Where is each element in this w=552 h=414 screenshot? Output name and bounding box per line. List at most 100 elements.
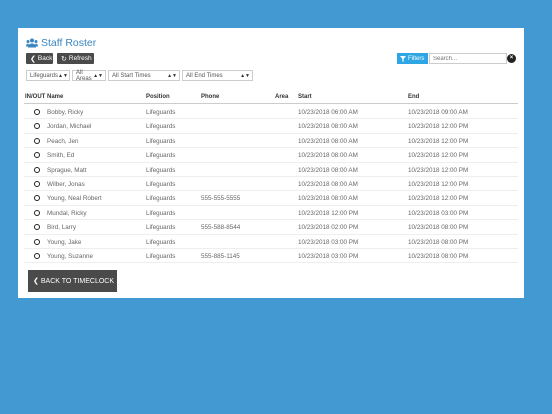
table-row[interactable]: Wilber, Jonas Lifeguards 10/23/2018 08:00 … bbox=[24, 177, 518, 192]
name-cell: Bird, Larry bbox=[47, 224, 77, 232]
area-filter-value: All Areas bbox=[76, 69, 92, 82]
chevron-left-icon: ❮ bbox=[33, 278, 39, 285]
refresh-icon: ↻ bbox=[61, 55, 67, 63]
name-cell: Young, Suzanne bbox=[47, 252, 93, 260]
position-cell: Lifeguards bbox=[146, 224, 176, 232]
position-cell: Lifeguards bbox=[146, 180, 176, 188]
phone-cell: 555-555-5555 bbox=[201, 195, 241, 203]
table-row[interactable]: Jordan, Michael Lifeguards 10/23/2018 08:0… bbox=[24, 119, 518, 134]
name-cell: Peach, Jen bbox=[47, 137, 79, 145]
position-cell: Lifeguards bbox=[146, 238, 176, 246]
column-header-end[interactable]: End bbox=[408, 94, 420, 100]
start-cell: 10/23/2018 08:00 AM bbox=[298, 166, 358, 174]
back-button[interactable]: ❮ Back bbox=[26, 53, 53, 64]
end-cell: 10/23/2018 12:00 PM bbox=[408, 195, 469, 203]
table-row[interactable]: Mundal, Ricky Lifeguards 10/23/2018 12:00 … bbox=[24, 206, 518, 221]
table-row[interactable]: Young, Neal Robert Lifeguards 555-555-5555… bbox=[24, 191, 518, 206]
position-cell: Lifeguards bbox=[146, 252, 176, 260]
end-times-filter-select[interactable]: All End Times ▲▼ bbox=[182, 70, 253, 81]
column-header-name[interactable]: Name bbox=[47, 94, 64, 100]
end-cell: 10/23/2018 12:00 PM bbox=[408, 123, 469, 131]
name-cell: Young, Neal Robert bbox=[47, 195, 102, 203]
sort-arrows-icon: ▲▼ bbox=[58, 72, 68, 79]
start-times-filter-value: All Start Times bbox=[112, 72, 151, 79]
start-cell: 10/23/2018 08:00 AM bbox=[298, 152, 358, 160]
table-row[interactable]: Sprague, Matt Lifeguards 10/23/2018 08:00 … bbox=[24, 163, 518, 177]
in-out-radio[interactable] bbox=[34, 137, 40, 144]
position-filter-value: Lifeguards bbox=[30, 72, 59, 79]
name-cell: Smith, Ed bbox=[47, 152, 75, 160]
filters-button[interactable]: Filters bbox=[397, 53, 428, 64]
column-header-in-out[interactable]: IN/OUT bbox=[25, 94, 46, 100]
page-title-text: Staff Roster bbox=[41, 37, 97, 49]
back-to-timeclock-label: BACK TO TIMECLOCK bbox=[40, 277, 115, 285]
end-cell: 10/23/2018 08:00 PM bbox=[408, 238, 469, 246]
in-out-radio[interactable] bbox=[34, 252, 40, 259]
refresh-button-label: Refresh bbox=[68, 55, 92, 62]
table-row[interactable]: Peach, Jen Lifeguards 10/23/2018 08:00 AM 1… bbox=[24, 134, 518, 149]
in-out-radio[interactable] bbox=[34, 180, 40, 187]
table-row[interactable]: Bird, Larry Lifeguards 555-588-8544 10/23/2… bbox=[24, 220, 518, 235]
filters-button-label: Filters bbox=[408, 55, 425, 62]
position-cell: Lifeguards bbox=[146, 109, 176, 116]
end-cell: 10/23/2018 08:00 PM bbox=[408, 252, 469, 260]
in-out-radio[interactable] bbox=[34, 152, 40, 159]
table-row[interactable]: Young, Jake Lifeguards 10/23/2018 03:00 PM… bbox=[24, 235, 518, 249]
position-cell: Lifeguards bbox=[146, 209, 176, 217]
column-header-phone[interactable]: Phone bbox=[201, 94, 220, 100]
end-cell: 10/23/2018 12:00 PM bbox=[408, 137, 469, 145]
table-row[interactable]: Bobby, Ricky Lifeguards 10/23/2018 06:00 A… bbox=[24, 105, 518, 120]
start-times-filter-select[interactable]: All Start Times ▲▼ bbox=[108, 70, 180, 81]
in-out-radio[interactable] bbox=[34, 195, 40, 202]
column-header-start[interactable]: Start bbox=[298, 94, 312, 100]
start-cell: 10/23/2018 08:00 AM bbox=[298, 137, 358, 145]
roster-table-body: Bobby, Ricky Lifeguards 10/23/2018 06:00 A… bbox=[24, 105, 518, 264]
back-button-label: Back bbox=[37, 55, 53, 62]
in-out-radio[interactable] bbox=[34, 224, 40, 231]
column-header-position[interactable]: Position bbox=[146, 94, 170, 100]
end-times-filter-value: All End Times bbox=[186, 72, 223, 79]
users-icon bbox=[26, 38, 38, 48]
in-out-radio[interactable] bbox=[34, 109, 40, 115]
table-row[interactable]: Young, Suzanne Lifeguards 555-885-1145 10/2… bbox=[24, 249, 518, 264]
name-cell: Jordan, Michael bbox=[47, 123, 92, 131]
position-cell: Lifeguards bbox=[146, 137, 176, 145]
position-cell: Lifeguards bbox=[146, 166, 176, 174]
start-cell: 10/23/2018 08:00 AM bbox=[298, 195, 358, 203]
start-cell: 10/23/2018 03:00 PM bbox=[298, 252, 359, 260]
in-out-radio[interactable] bbox=[34, 166, 40, 173]
end-cell: 10/23/2018 12:00 PM bbox=[408, 152, 469, 160]
position-filter-select[interactable]: Lifeguards ▲▼ bbox=[26, 70, 70, 81]
table-header: IN/OUT Name Position Phone Area Start En… bbox=[24, 94, 518, 104]
end-cell: 10/23/2018 08:00 PM bbox=[408, 224, 469, 232]
in-out-radio[interactable] bbox=[34, 123, 40, 130]
start-cell: 10/23/2018 08:00 AM bbox=[298, 180, 358, 188]
name-cell: Wilber, Jonas bbox=[47, 180, 85, 188]
back-to-timeclock-button[interactable]: ❮ BACK TO TIMECLOCK bbox=[28, 270, 117, 292]
position-cell: Lifeguards bbox=[146, 152, 176, 160]
sort-arrows-icon: ▲▼ bbox=[167, 72, 177, 79]
table-row[interactable]: Smith, Ed Lifeguards 10/23/2018 08:00 AM 10… bbox=[24, 148, 518, 163]
name-cell: Sprague, Matt bbox=[47, 166, 87, 174]
position-cell: Lifeguards bbox=[146, 195, 176, 203]
in-out-radio[interactable] bbox=[34, 238, 40, 245]
phone-cell: 555-588-8544 bbox=[201, 224, 241, 232]
start-cell: 10/23/2018 02:00 PM bbox=[298, 224, 359, 232]
position-cell: Lifeguards bbox=[146, 123, 176, 131]
name-cell: Mundal, Ricky bbox=[47, 209, 87, 217]
sort-arrows-icon: ▲▼ bbox=[240, 72, 250, 79]
sort-arrows-icon: ▲▼ bbox=[93, 72, 103, 79]
start-cell: 10/23/2018 03:00 PM bbox=[298, 238, 359, 246]
in-out-radio[interactable] bbox=[34, 209, 40, 216]
column-header-area[interactable]: Area bbox=[275, 94, 289, 100]
end-cell: 10/23/2018 03:00 PM bbox=[408, 209, 469, 217]
refresh-button[interactable]: ↻ Refresh bbox=[57, 53, 94, 64]
search-input[interactable] bbox=[429, 53, 507, 64]
start-cell: 10/23/2018 06:00 AM bbox=[298, 109, 358, 116]
area-filter-select[interactable]: All Areas ▲▼ bbox=[72, 69, 106, 82]
end-cell: 10/23/2018 12:00 PM bbox=[408, 166, 469, 174]
end-cell: 10/23/2018 12:00 PM bbox=[408, 180, 469, 188]
start-cell: 10/23/2018 08:00 AM bbox=[298, 123, 358, 131]
clear-search-icon[interactable]: × bbox=[507, 54, 516, 63]
start-cell: 10/23/2018 12:00 PM bbox=[298, 209, 359, 217]
